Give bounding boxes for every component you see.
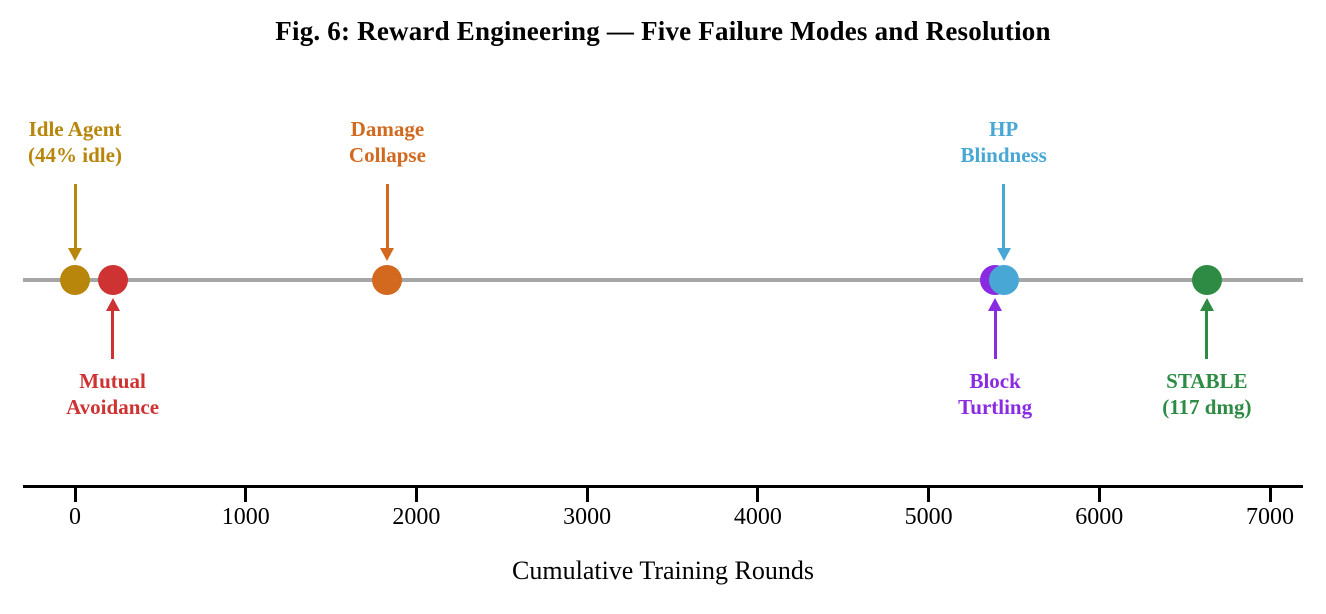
event-label-line1: Idle Agent <box>28 117 122 141</box>
x-tick-label: 4000 <box>733 504 782 530</box>
event-label-line2: Blindness <box>960 143 1047 167</box>
event-dot-damage-collapse <box>372 265 403 295</box>
event-dot-mutual-avoidance <box>97 265 128 295</box>
x-tick-label: 0 <box>69 504 81 530</box>
x-tick-mark <box>73 488 77 502</box>
x-tick-mark <box>1097 488 1101 502</box>
x-tick-mark <box>414 488 418 502</box>
event-arrow-mutual-avoidance <box>111 311 115 359</box>
timeline-line <box>23 278 1303 282</box>
figure-title: Fig. 6: Reward Engineering — Five Failur… <box>275 16 1051 46</box>
x-axis-line <box>23 485 1303 488</box>
arrow-head-icon <box>1199 298 1214 311</box>
event-arrow-stable <box>1205 311 1209 359</box>
event-arrow-damage-collapse <box>385 184 389 248</box>
event-dot-stable <box>1191 265 1222 295</box>
x-tick-mark <box>1268 488 1272 502</box>
event-label-idle-agent: Idle Agent (44% idle) <box>28 116 122 168</box>
event-arrow-block-turtling <box>993 311 997 359</box>
event-dot-hp-blindness <box>988 265 1019 295</box>
arrow-head-icon <box>68 248 82 261</box>
event-label-line2: (117 dmg) <box>1162 395 1252 419</box>
event-label-line2: Collapse <box>348 143 426 167</box>
event-dot-idle-agent <box>60 265 90 295</box>
arrow-head-icon <box>105 298 120 311</box>
arrow-head-icon <box>380 248 395 261</box>
x-tick-mark <box>244 488 248 502</box>
event-label-line1: Damage <box>350 117 425 141</box>
x-tick-mark <box>585 488 589 502</box>
event-label-line2: Avoidance <box>66 395 160 419</box>
event-label-mutual-avoidance: Mutual Avoidance <box>66 368 159 420</box>
event-arrow-idle-agent <box>73 184 77 248</box>
x-tick-label: 3000 <box>563 504 612 530</box>
event-label-line1: Block <box>969 369 1021 393</box>
x-tick-mark <box>756 488 760 502</box>
x-tick-label: 1000 <box>221 504 270 530</box>
x-tick-mark <box>927 488 931 502</box>
event-arrow-hp-blindness <box>1002 184 1006 248</box>
event-label-stable: STABLE (117 dmg) <box>1162 368 1251 420</box>
x-tick-label: 7000 <box>1246 504 1294 530</box>
event-label-line2: Turtling <box>958 395 1033 419</box>
x-tick-label: 2000 <box>392 504 441 530</box>
event-label-line1: STABLE <box>1166 369 1248 393</box>
event-label-damage-collapse: Damage Collapse <box>349 116 426 168</box>
arrow-head-icon <box>996 248 1011 261</box>
x-tick-label: 6000 <box>1075 504 1124 530</box>
event-label-line1: HP <box>989 117 1019 141</box>
x-axis-label: Cumulative Training Rounds <box>512 556 814 585</box>
x-tick-label: 5000 <box>904 504 953 530</box>
event-label-line1: Mutual <box>79 369 146 393</box>
event-label-hp-blindness: HP Blindness <box>960 116 1046 168</box>
arrow-head-icon <box>988 298 1003 311</box>
event-label-line2: (44% idle) <box>28 143 122 167</box>
event-label-block-turtling: Block Turtling <box>958 368 1032 420</box>
